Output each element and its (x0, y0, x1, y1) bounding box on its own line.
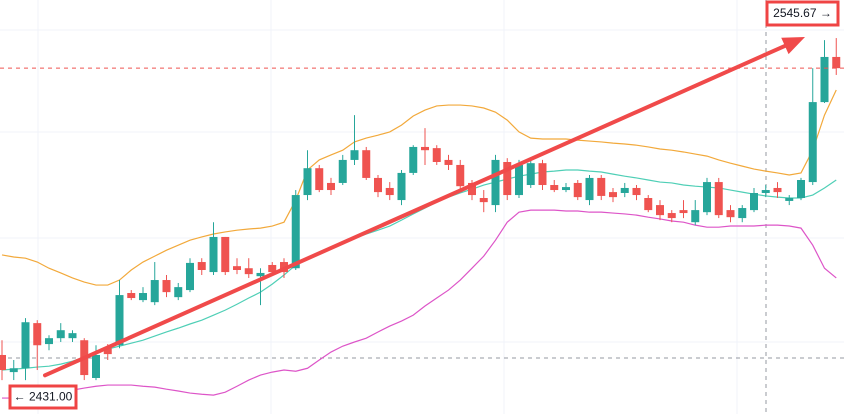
candle-body (350, 150, 359, 160)
candle-body (315, 168, 324, 191)
candle-body (820, 56, 829, 103)
candle-body (797, 180, 805, 198)
candle-body (197, 262, 206, 270)
candle-body (33, 323, 42, 346)
candle-body (832, 56, 841, 69)
candle-body (573, 182, 582, 198)
bollinger-bands (1, 89, 837, 399)
candle-body (785, 198, 794, 201)
candle-body (303, 168, 312, 196)
candle-body (127, 293, 136, 299)
candle-body (691, 210, 700, 223)
candle-body (92, 354, 100, 378)
candle-body (174, 287, 183, 298)
end-label: 2545.67 → (765, 0, 840, 27)
candle-body (703, 182, 711, 213)
candle-body (9, 368, 18, 373)
candle-body (362, 150, 371, 178)
candle-body (244, 268, 253, 275)
candle-body (186, 262, 194, 291)
start-label: ← 2431.00 (8, 384, 78, 410)
candle-body (209, 236, 218, 273)
candle-body (597, 177, 606, 196)
band-line (1, 89, 837, 286)
start-price-label: ← 2431.00 (14, 390, 73, 404)
candle-body (385, 187, 394, 196)
candle-body (632, 187, 641, 196)
candle-body (491, 159, 500, 206)
candle-body (432, 148, 441, 162)
candle-body (21, 322, 30, 369)
candle-body (444, 159, 453, 165)
candle-body (761, 190, 770, 193)
end-price-label: 2545.67 → (773, 6, 832, 20)
candle-body (585, 177, 594, 201)
candle-body (115, 295, 124, 346)
candle-body (221, 236, 230, 273)
candle-body (479, 198, 488, 203)
candle-body (667, 213, 676, 219)
arrow-head (781, 36, 805, 55)
candle-body (162, 280, 171, 293)
candle-body (327, 182, 335, 191)
candle-body (56, 330, 65, 339)
candle-body (538, 163, 547, 186)
band-line (1, 169, 837, 371)
candle-body (139, 293, 147, 301)
candle-body (468, 182, 476, 196)
candle-body (644, 198, 653, 211)
candle-body (526, 163, 535, 186)
candle-body (656, 205, 664, 216)
candle-body (738, 208, 747, 219)
candle-body (609, 192, 617, 198)
candle-body (103, 348, 112, 355)
label-box (765, 0, 840, 27)
candle-body (726, 210, 735, 218)
candle-body (150, 280, 159, 303)
candle-body (562, 187, 570, 191)
candle-body (397, 172, 406, 201)
candle-body (68, 333, 77, 339)
candle-body (750, 192, 758, 211)
label-box (8, 384, 78, 410)
candle-body (808, 102, 817, 183)
band-line (2, 209, 837, 399)
annotations (0, 36, 844, 378)
candle-body (268, 264, 277, 273)
candle-body (291, 195, 300, 269)
candle-body (503, 162, 512, 196)
candle-body (515, 164, 523, 196)
candle-body (421, 146, 429, 151)
candle-body (679, 210, 688, 214)
trend-arrow (43, 43, 787, 378)
candle-body (773, 187, 782, 193)
candle-body (256, 272, 265, 277)
candle-body (620, 187, 629, 193)
candle-body (233, 266, 241, 270)
candle-body (714, 182, 723, 216)
candle-body (550, 185, 559, 191)
candle-body (338, 159, 347, 183)
candle-body (45, 338, 53, 345)
candle-body (0, 354, 6, 371)
candle-body (409, 146, 418, 173)
candle-body (456, 164, 465, 187)
candle-body (374, 177, 382, 193)
